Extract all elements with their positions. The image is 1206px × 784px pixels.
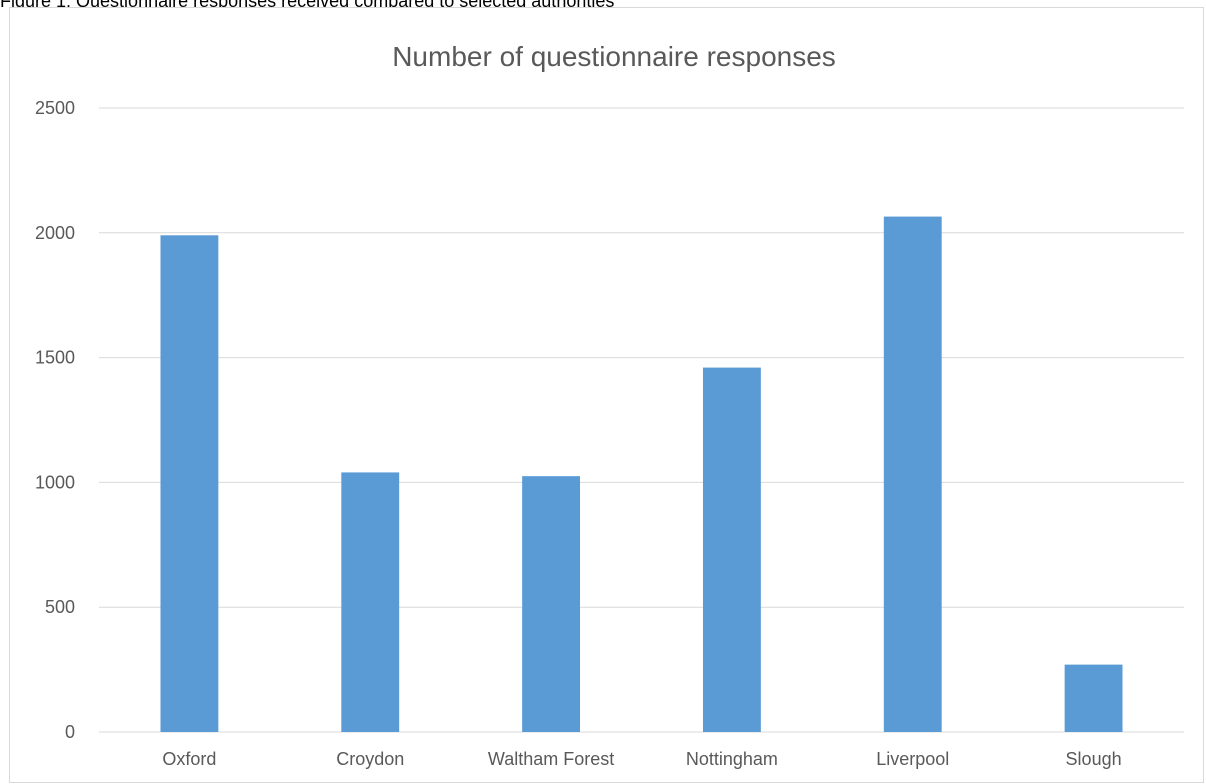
x-tick-label: Oxford <box>162 749 216 769</box>
figure-caption: Figure 1: Questionnaire responses receiv… <box>0 0 615 11</box>
gridlines <box>99 107 1184 733</box>
chart-title: Number of questionnaire responses <box>392 41 836 72</box>
bar-croydon <box>341 472 400 732</box>
y-tick-label: 1500 <box>35 348 75 368</box>
bar-slough <box>1064 664 1123 732</box>
bar-liverpool <box>883 216 942 733</box>
bars <box>160 216 1123 733</box>
y-axis-ticks: 0 500 1000 1500 2000 2500 <box>35 98 75 742</box>
bar-waltham-forest <box>522 476 581 732</box>
y-tick-label: 2000 <box>35 223 75 243</box>
bar-oxford <box>160 235 219 732</box>
y-tick-label: 2500 <box>35 98 75 118</box>
y-tick-label: 0 <box>65 722 75 742</box>
x-tick-label: Croydon <box>336 749 404 769</box>
y-tick-label: 500 <box>45 597 75 617</box>
x-axis-ticks: Oxford Croydon Waltham Forest Nottingham Liv… <box>162 749 1121 769</box>
bar-nottingham <box>702 367 761 732</box>
x-tick-label: Liverpool <box>876 749 949 769</box>
x-tick-label: Waltham Forest <box>488 749 614 769</box>
x-tick-label: Nottingham <box>686 749 778 769</box>
x-tick-label: Slough <box>1066 749 1122 769</box>
y-tick-label: 1000 <box>35 472 75 492</box>
